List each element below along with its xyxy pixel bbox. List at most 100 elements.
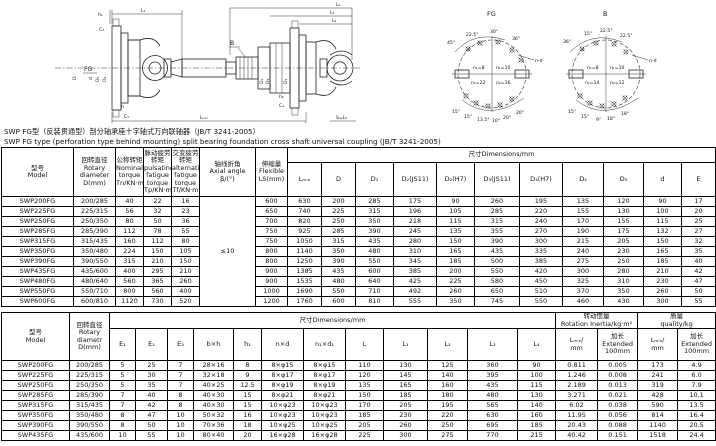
value-cell: 300 bbox=[383, 430, 428, 441]
value-cell: 220 bbox=[519, 206, 563, 217]
dim-label-D2: D₂ bbox=[259, 78, 265, 84]
value-cell: 10×φ25 bbox=[303, 420, 346, 431]
table-row: SWP200FG 200/285 40 22 16 ≤10 600 630 200 285 175 9… bbox=[1, 196, 716, 307]
dim-label-h: h bbox=[121, 104, 124, 110]
value-cell: 155 bbox=[603, 216, 644, 227]
value-cell: 5 bbox=[109, 380, 136, 391]
t2-sub-inertia-extended: 加长 Extended 100mm bbox=[597, 328, 639, 361]
value-cell: 1518 bbox=[637, 430, 679, 441]
fg-angle-label: 20° bbox=[516, 110, 524, 116]
value-cell: 120 bbox=[603, 196, 644, 207]
title-chinese: SWP FG型（反装贯通型）剖分轴承座十字轴式万向联轴器（JB/T 3241-2… bbox=[4, 127, 260, 136]
model-cell: SWP390FG bbox=[1, 256, 74, 267]
value-cell: 1385 bbox=[287, 266, 322, 277]
model-cell: SWP435FG bbox=[1, 266, 74, 277]
value-cell: 390 bbox=[474, 236, 520, 247]
value-cell: 90 bbox=[516, 360, 557, 371]
t2-sub-L4: L₄ bbox=[516, 328, 557, 361]
table1-body: SWP200FG 200/285 40 22 16 ≤10 600 630 200 285 175 9… bbox=[1, 196, 716, 307]
value-cell: 425 bbox=[393, 276, 437, 287]
t2-header-mass: 质量 quality/kg bbox=[637, 312, 716, 329]
view-label-B: B bbox=[230, 40, 234, 47]
t1-header-rotary-diameter: 回转直径 Rotary diameter D(mm) bbox=[73, 147, 116, 197]
value-cell: 240 bbox=[562, 246, 604, 257]
dim-label-d: d bbox=[88, 77, 94, 80]
value-cell: 360 bbox=[467, 360, 518, 371]
value-cell: 350 bbox=[603, 286, 644, 297]
value-cell: 112 bbox=[143, 236, 172, 247]
value-cell: 814 bbox=[637, 410, 679, 421]
value-cell: 510 bbox=[519, 286, 563, 297]
value-cell: 580 bbox=[474, 276, 520, 287]
value-cell: 390/550 bbox=[73, 256, 116, 267]
b-n-top-right: n₁=10 bbox=[610, 65, 625, 71]
value-cell: 80 bbox=[171, 236, 200, 247]
value-cell: 135 bbox=[436, 226, 475, 237]
value-cell: 710 bbox=[355, 286, 394, 297]
value-cell: 12.5 bbox=[233, 380, 262, 391]
left-bearing-eye bbox=[142, 55, 168, 81]
value-cell: 280 bbox=[603, 266, 644, 277]
value-cell: 15 bbox=[233, 390, 262, 401]
value-cell: 135 bbox=[562, 196, 604, 207]
value-cell: 740 bbox=[287, 206, 322, 217]
value-cell: 165 bbox=[436, 246, 475, 257]
value-cell: 6.0 bbox=[677, 370, 716, 381]
value-cell: 280 bbox=[393, 236, 437, 247]
value-cell: 10×φ23 bbox=[261, 410, 304, 421]
value-cell: 435/600 bbox=[69, 430, 110, 441]
value-cell: 460 bbox=[562, 296, 604, 307]
value-cell: 435 bbox=[355, 236, 394, 247]
t1-sub-D: D bbox=[321, 162, 356, 197]
value-cell: 550 bbox=[474, 266, 520, 277]
value-cell: 23 bbox=[171, 206, 200, 217]
value-cell: 565 bbox=[467, 400, 518, 411]
value-cell: 100 bbox=[643, 206, 682, 217]
value-cell: 25 bbox=[135, 360, 168, 371]
value-cell: 250 bbox=[603, 256, 644, 267]
value-cell: 315 bbox=[474, 216, 520, 227]
value-cell: 105 bbox=[436, 206, 475, 217]
value-cell: 15 bbox=[233, 400, 262, 411]
value-cell: 10×φ23 bbox=[303, 400, 346, 411]
value-cell: 492 bbox=[393, 286, 437, 297]
dim-label-h1: h₁ bbox=[98, 12, 103, 18]
value-cell: 250/350 bbox=[73, 216, 116, 227]
value-cell: 32 bbox=[680, 236, 716, 247]
value-cell: 205 bbox=[345, 420, 384, 431]
value-cell: 150 bbox=[143, 246, 172, 257]
value-cell: 24.4 bbox=[677, 430, 716, 441]
value-cell: 175 bbox=[603, 226, 644, 237]
value-cell: 350/480 bbox=[73, 246, 116, 257]
value-cell: 900 bbox=[255, 276, 288, 287]
t1-header-alternating-torque: 交变疲劳转矩 alternating fatigue torque Tf/KN·… bbox=[171, 147, 200, 197]
dim-label-C2: C₂ bbox=[99, 27, 104, 33]
t2-header-model: 型号 Model bbox=[1, 312, 70, 361]
value-cell: 125 bbox=[427, 360, 468, 371]
value-cell: 42 bbox=[135, 400, 168, 411]
document-titles: SWP FG型（反装贯通型）剖分轴承座十字轴式万向联轴器（JB/T 3241-2… bbox=[4, 127, 714, 146]
value-cell: 319 bbox=[637, 380, 679, 391]
value-cell: 750 bbox=[255, 236, 288, 247]
dim-label-C5: C₅ bbox=[124, 114, 129, 120]
dim-label-L1: L₁ bbox=[141, 8, 146, 14]
dim-label-D3: D₃ bbox=[265, 78, 271, 84]
t2-header-rotary-diameter: 回转直径 Rotary diametr D(mm) bbox=[69, 312, 110, 361]
value-cell: 50 bbox=[680, 286, 716, 297]
value-cell: 275 bbox=[562, 256, 604, 267]
value-cell: 300 bbox=[643, 296, 682, 307]
value-cell: 600/810 bbox=[73, 296, 116, 307]
fg-n-bot-right: n₂=16 bbox=[496, 80, 511, 86]
coupling-drawing-svg: h₁ L₁ C₂ FG d D₅ D₄ D D₂ D₃ D₁ B bbox=[55, 2, 657, 124]
value-cell: 555 bbox=[393, 296, 437, 307]
value-cell: 600 bbox=[355, 266, 394, 277]
fg-leader-label: n-d bbox=[535, 58, 543, 64]
t2-sub-E2: E₂ bbox=[135, 328, 168, 361]
value-cell: 745 bbox=[474, 296, 520, 307]
value-cell: 10.1 bbox=[677, 390, 716, 401]
t1-sub-D3JS11: D₃(JS11) bbox=[474, 162, 520, 197]
value-cell: 20 bbox=[233, 430, 262, 441]
value-cell: 800 bbox=[115, 286, 144, 297]
value-cell: 205 bbox=[383, 400, 428, 411]
value-cell: 90 bbox=[436, 196, 475, 207]
